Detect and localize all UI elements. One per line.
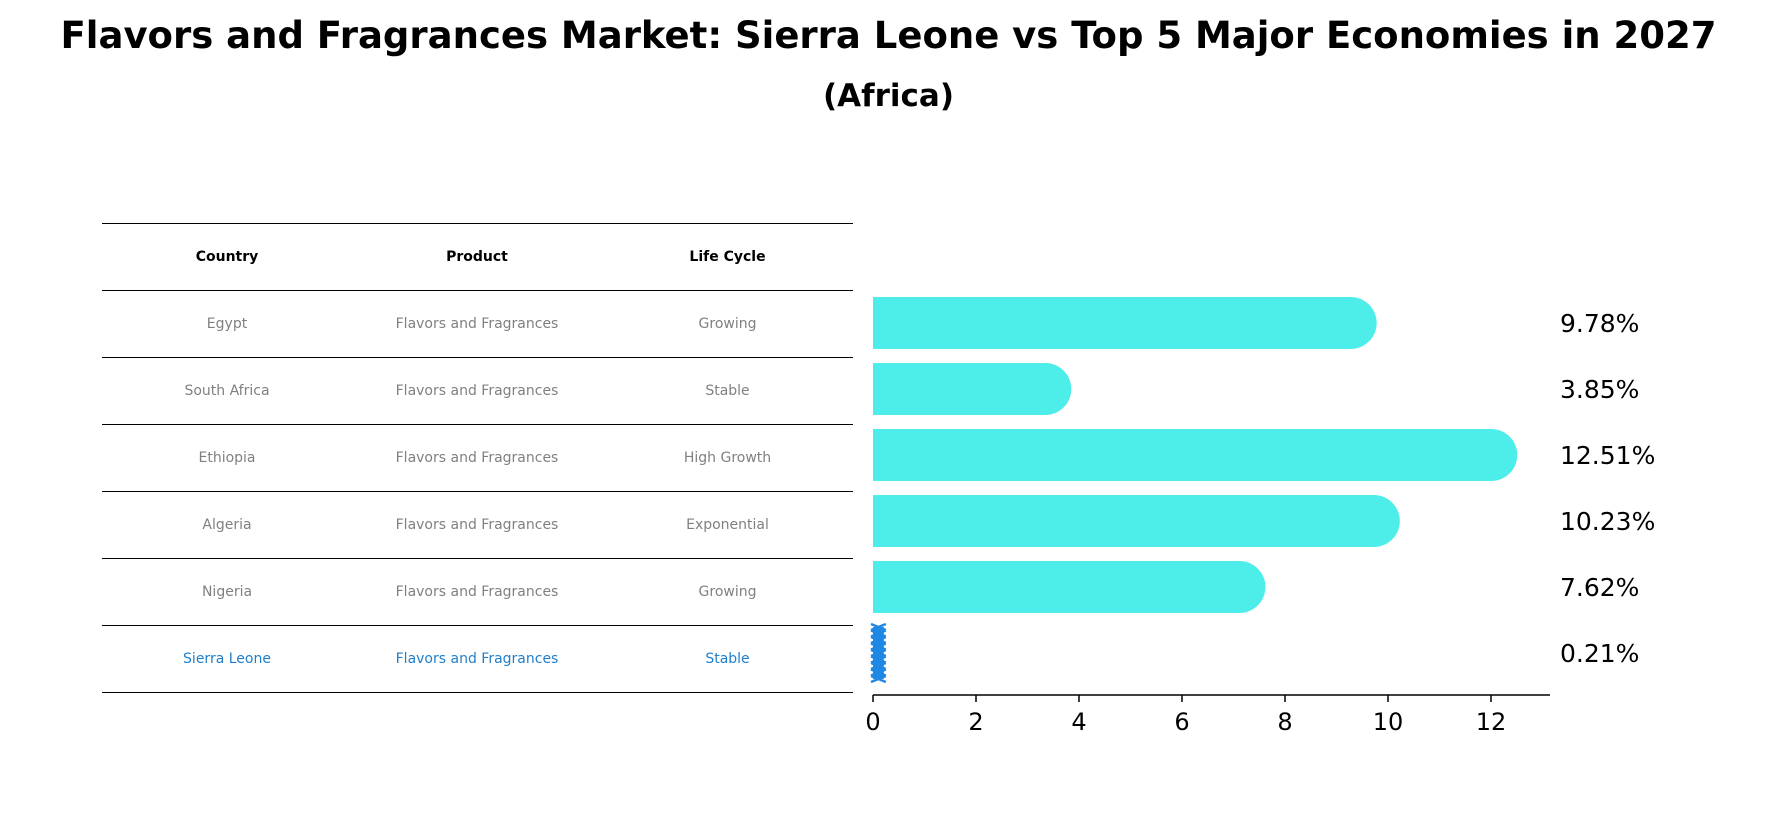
value-label-ethiopia: 12.51% <box>1560 441 1655 470</box>
bar-south-africa <box>873 363 1072 415</box>
cell-life-cycle: Growing <box>698 584 757 600</box>
x-tick-label: 0 <box>865 708 880 736</box>
cell-country: South Africa <box>184 383 270 399</box>
cell-product: Flavors and Fragrances <box>395 584 559 600</box>
table-row-highlighted: Sierra Leone Flavors and Fragrances Stab… <box>102 625 853 693</box>
value-label-south-africa: 3.85% <box>1560 375 1639 404</box>
x-tick-label: 2 <box>968 708 983 736</box>
cell-life-cycle: High Growth <box>683 450 772 466</box>
bar-ethiopia <box>873 429 1518 481</box>
bar-sierra-leone <box>870 622 887 684</box>
bar-algeria <box>873 495 1400 547</box>
cell-life-cycle: Exponential <box>686 517 769 533</box>
x-tick-label: 6 <box>1174 708 1189 736</box>
value-label-nigeria: 7.62% <box>1560 573 1639 602</box>
cell-product: Flavors and Fragrances <box>395 383 559 399</box>
table-row: Algeria Flavors and Fragrances Exponenti… <box>102 491 853 559</box>
header-country: Country <box>195 249 259 265</box>
data-table: Country Product Life Cycle Egypt Flavors… <box>102 223 853 693</box>
x-tick-label: 4 <box>1071 708 1086 736</box>
x-tick-label: 12 <box>1476 708 1507 736</box>
cell-country: Egypt <box>206 316 248 332</box>
chart-title: Flavors and Fragrances Market: Sierra Le… <box>60 14 1717 57</box>
header-life-cycle: Life Cycle <box>689 249 766 265</box>
cell-country: Nigeria <box>201 584 253 600</box>
value-label-algeria: 10.23% <box>1560 507 1655 536</box>
cell-product: Flavors and Fragrances <box>395 651 559 667</box>
cell-product: Flavors and Fragrances <box>395 316 559 332</box>
cell-country: Algeria <box>202 517 252 533</box>
table-row: Egypt Flavors and Fragrances Growing <box>102 290 853 358</box>
x-tick-label: 8 <box>1277 708 1292 736</box>
cell-product: Flavors and Fragrances <box>395 450 559 466</box>
bar-egypt <box>873 297 1377 349</box>
table-row: Ethiopia Flavors and Fragrances High Gro… <box>102 424 853 492</box>
x-tick-label: 10 <box>1373 708 1404 736</box>
table-row: South Africa Flavors and Fragrances Stab… <box>102 357 853 425</box>
value-label-sierra-leone: 0.21% <box>1560 639 1639 668</box>
table-header-row: Country Product Life Cycle <box>102 223 853 291</box>
bar-nigeria <box>873 561 1266 613</box>
cell-country: Sierra Leone <box>183 651 271 667</box>
cell-life-cycle: Stable <box>705 383 750 399</box>
value-label-egypt: 9.78% <box>1560 309 1639 338</box>
cell-country: Ethiopia <box>198 450 256 466</box>
chart-subtitle: (Africa) <box>822 78 955 114</box>
header-product: Product <box>446 249 508 265</box>
table-row: Nigeria Flavors and Fragrances Growing <box>102 558 853 626</box>
cell-product: Flavors and Fragrances <box>395 517 559 533</box>
cell-life-cycle: Stable <box>705 651 750 667</box>
cell-life-cycle: Growing <box>698 316 757 332</box>
